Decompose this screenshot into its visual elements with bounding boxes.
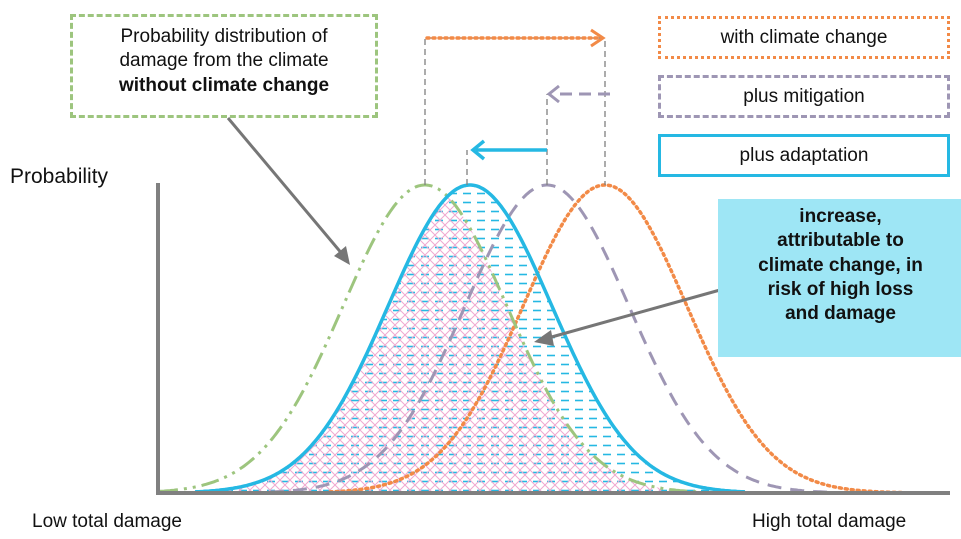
increase-callout-line4: risk of high loss [767, 278, 914, 300]
increase-callout-line1: increase, [799, 206, 882, 227]
baseline-callout: Probability distribution of damage from … [70, 14, 378, 118]
baseline-callout-line2: damage from the climate [119, 50, 329, 72]
increase-callout-line3: climate change, in [758, 254, 923, 276]
increase-callout-line5: and damage [785, 303, 896, 325]
increase-pointer-head [534, 330, 554, 346]
orange-shift-bracket [424, 37, 606, 185]
adaptation-arrowhead [470, 139, 486, 161]
plus-adaptation-curve [194, 183, 746, 494]
baseline-pointer-head [334, 246, 350, 265]
legend-plus-mitigation-label: plus mitigation [743, 85, 865, 107]
baseline-curve [159, 183, 701, 494]
x-axis-label-high: High total damage [752, 511, 907, 532]
plus-mitigation-curve [269, 183, 831, 494]
y-axis-label: Probability [10, 165, 109, 188]
baseline-pointer-line [226, 117, 345, 256]
legend-plus-adaptation-label: plus adaptation [739, 144, 869, 166]
legend-with-climate-change: with climate change [658, 16, 950, 59]
legend-plus-mitigation: plus mitigation [658, 75, 950, 118]
legend-with-climate-change-label: with climate change [720, 26, 888, 48]
mitigation-arrowhead [546, 84, 560, 104]
x-axis-label-low: Low total damage [32, 511, 182, 532]
increase-pointer-line [547, 288, 721, 340]
increase-callout: increase, attributable to climate change… [718, 199, 961, 357]
climate-change-arrowhead [590, 28, 606, 48]
legend-plus-adaptation: plus adaptation [658, 134, 950, 177]
with-climate-change-curve [328, 183, 906, 495]
baseline-callout-line3: without climate change [118, 74, 330, 96]
baseline-callout-line1: Probability distribution of [120, 26, 328, 47]
increase-callout-line2: attributable to [777, 230, 904, 252]
